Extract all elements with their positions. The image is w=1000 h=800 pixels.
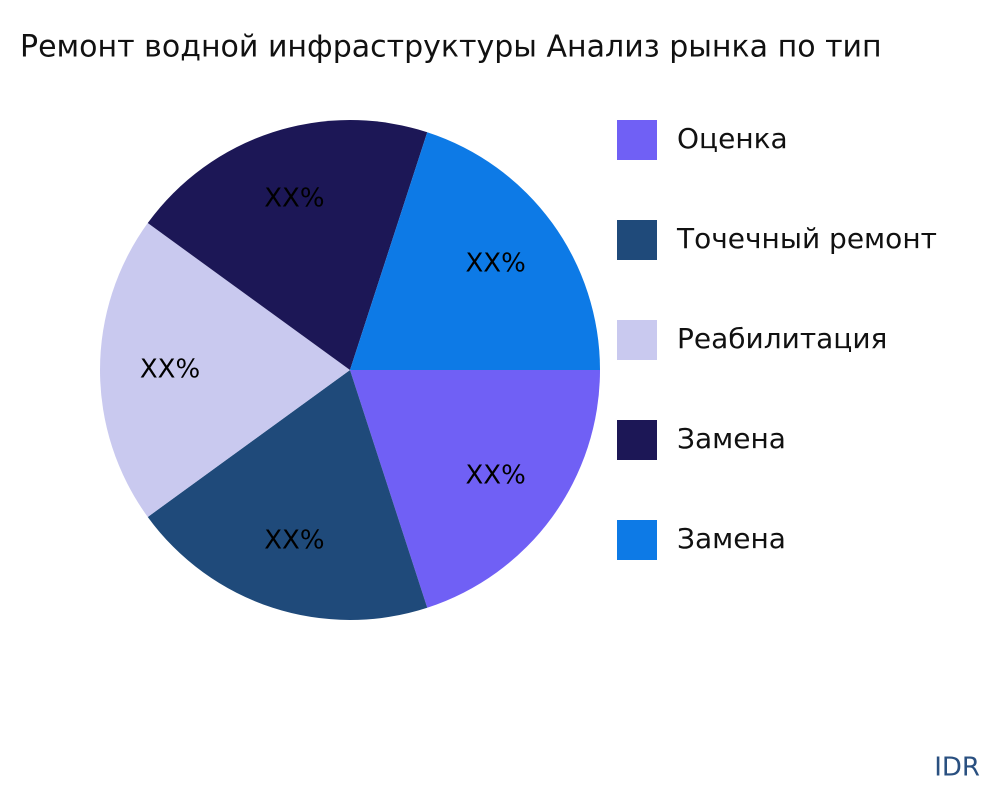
data-label: XX%	[264, 183, 324, 213]
legend-swatch	[617, 120, 657, 160]
legend-swatch	[617, 320, 657, 360]
data-label: XX%	[140, 355, 200, 385]
legend-label: Замена	[677, 522, 786, 555]
pie-slice	[100, 223, 350, 517]
data-label: XX%	[465, 249, 525, 279]
legend-swatch	[617, 520, 657, 560]
legend-label: Реабилитация	[677, 322, 887, 355]
pie-slice	[350, 132, 600, 370]
watermark: IDR	[934, 753, 980, 783]
chart-title: Ремонт водной инфраструктуры Анализ рынк…	[20, 30, 882, 65]
legend-label: Точечный ремонт	[676, 222, 937, 255]
pie-slice	[147, 120, 428, 370]
legend-swatch	[617, 420, 657, 460]
legend-label: Оценка	[677, 122, 788, 155]
data-label: XX%	[264, 526, 324, 556]
data-label: XX%	[465, 460, 525, 490]
legend-label: Замена	[677, 422, 786, 455]
pie-slice	[147, 370, 428, 620]
legend-swatch	[617, 220, 657, 260]
pie-slice	[350, 370, 600, 608]
